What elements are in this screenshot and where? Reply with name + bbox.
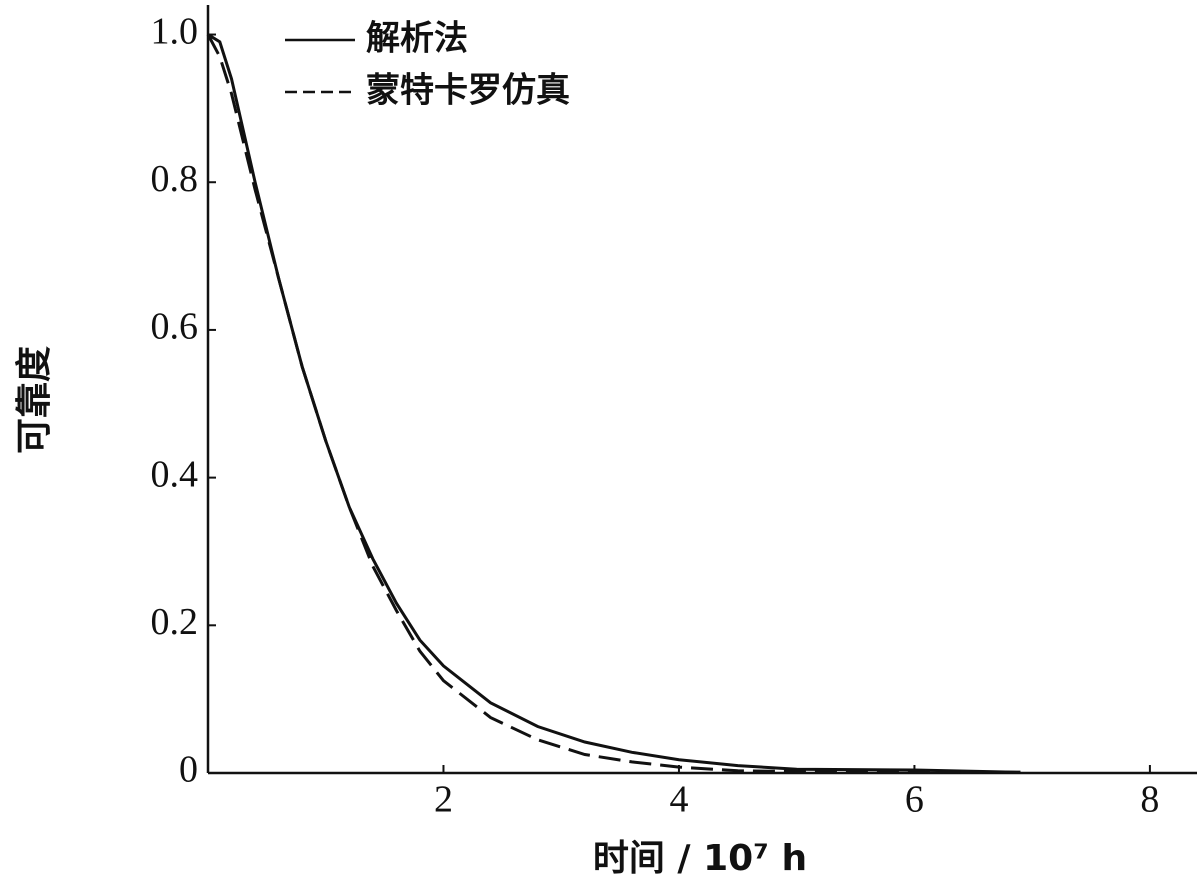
y-axis-label: 可靠度 [14,346,55,454]
y-tick-label: 0.8 [151,158,199,200]
x-tick-label: 4 [669,779,688,821]
x-tick-label: 2 [434,779,453,821]
y-tick-label: 0.4 [151,453,199,495]
y-tick-label: 0 [179,749,198,791]
x-tick-label: 6 [905,779,924,821]
series-line [207,33,1021,774]
y-tick-label: 1.0 [151,10,199,52]
series-line [206,33,1021,774]
legend-label: 蒙特卡罗仿真 [366,71,570,111]
legend-label: 解析法 [366,19,468,59]
y-tick-label: 0.2 [151,601,199,643]
x-axis-label: 时间 / 10⁷ h [593,838,807,879]
y-tick-label: 0.6 [151,306,199,348]
x-tick-label: 8 [1140,779,1159,821]
